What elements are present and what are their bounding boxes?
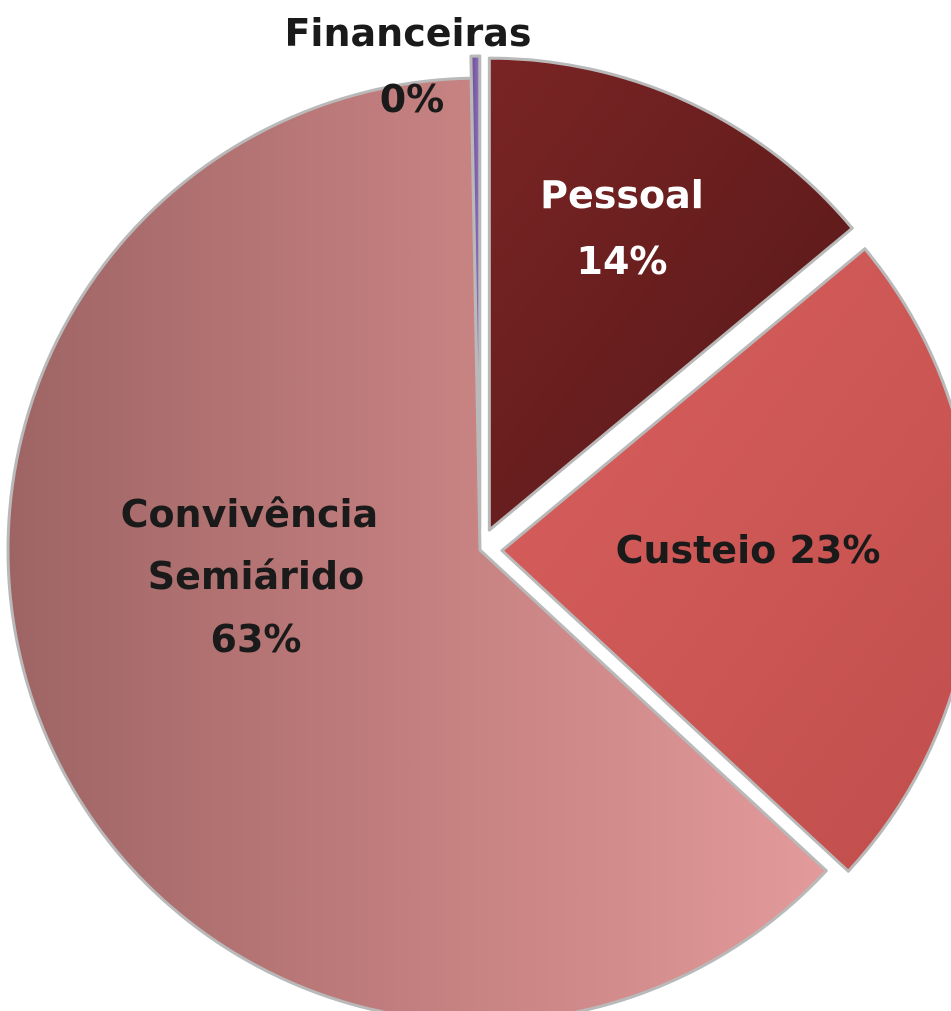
slice-financeiras [469,54,482,530]
slice-label-convivencia: Convivência Semiárido [121,492,392,598]
slice-percent-convivencia: 63% [211,617,302,661]
slice-percent-financeiras: 0% [380,77,445,121]
slice-label-convivencia-line2: Semiárido [148,554,364,598]
slice-label-convivencia-text: Convivência [121,492,379,536]
slice-label-pessoal: Pessoal [540,173,704,217]
slice-label-custeio: Custeio 23% [616,528,881,572]
slice-custeio [500,247,951,873]
slice-percent-pessoal: 14% [577,239,668,283]
slice-label-financeiras: Financeiras [284,11,531,55]
slice-pessoal [487,56,854,532]
